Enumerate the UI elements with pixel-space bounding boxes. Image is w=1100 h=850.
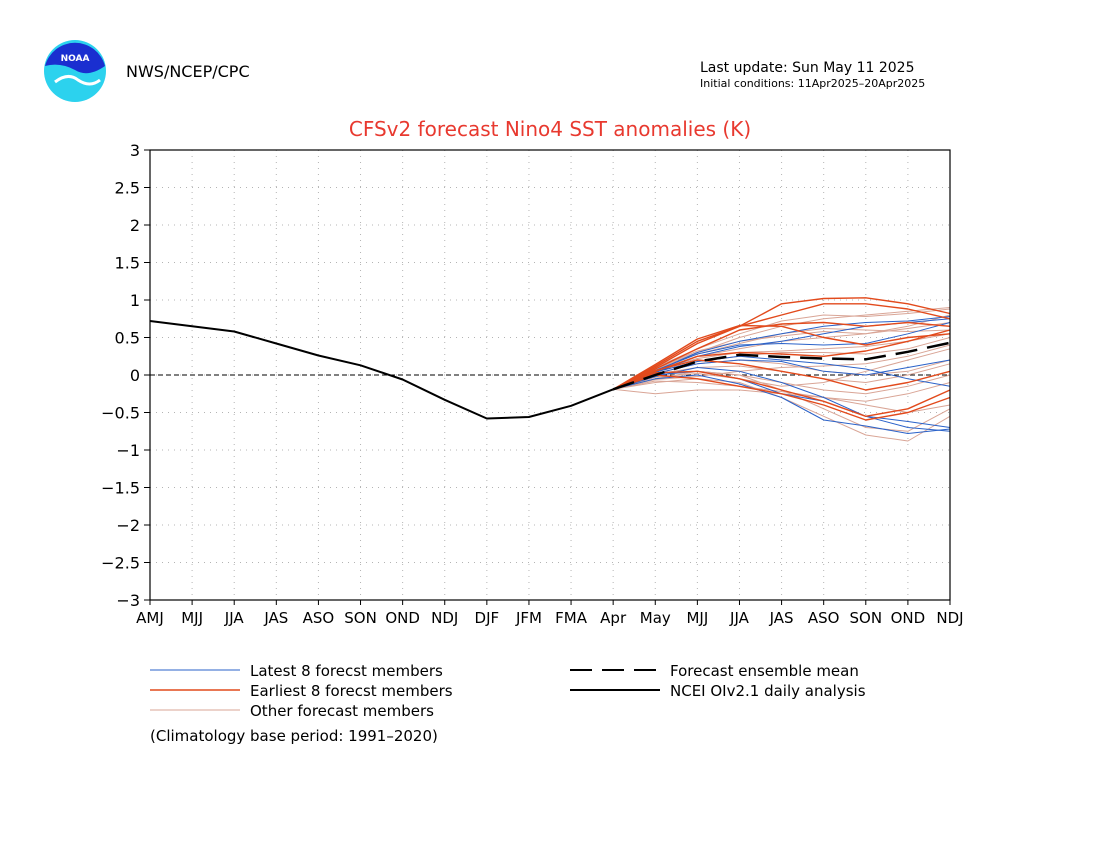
x-tick-label: FMA <box>555 609 588 627</box>
series-layer <box>149 297 951 442</box>
noaa-logo-top-shape <box>45 42 105 74</box>
x-tick-label: MJJ <box>181 609 203 627</box>
x-tick-label: ASO <box>808 609 840 627</box>
x-tick-label: DJF <box>475 609 500 627</box>
latest-member-line <box>613 355 951 390</box>
y-tick-label: 0.5 <box>115 329 140 348</box>
x-tick-label: May <box>640 609 671 627</box>
x-tick-label: JJA <box>224 609 245 627</box>
legend: Latest 8 forecst members Earliest 8 fore… <box>150 662 866 745</box>
earliest-member-line <box>612 297 951 390</box>
y-tick-label: −1.5 <box>101 479 140 498</box>
legend-latest-label: Latest 8 forecst members <box>250 662 443 680</box>
x-axis: AMJ MJJ JJA JAS ASO SON OND NDJ DJF JFM FMA Apr May M… <box>136 600 964 627</box>
initial-conditions: Initial conditions: 11Apr2025–20Apr2025 <box>700 77 925 90</box>
earliest-member-line <box>612 303 951 390</box>
x-tick-label: ASO <box>303 609 335 627</box>
y-axis: 3 2.5 2 1.5 1 0.5 0 −0.5 −1 −1.5 −2 −2.5 −3 <box>101 141 150 610</box>
earliest-member-line <box>612 321 951 390</box>
x-tick-label: NDJ <box>936 609 963 627</box>
climatology-note: (Climatology base period: 1991–2020) <box>150 727 438 745</box>
x-tick-label: OND <box>891 609 926 627</box>
noaa-logo: NOAA <box>44 40 106 102</box>
legend-analysis-label: NCEI OIv2.1 daily analysis <box>670 682 866 700</box>
earliest-member-line <box>612 324 951 390</box>
x-tick-label: JFM <box>515 609 542 627</box>
latest-member-line <box>613 316 951 390</box>
y-tick-label: 2 <box>130 216 140 235</box>
noaa-logo-text: NOAA <box>61 54 90 64</box>
x-tick-label: MJJ <box>686 609 708 627</box>
y-tick-label: 2.5 <box>115 179 140 198</box>
last-update: Last update: Sun May 11 2025 <box>700 60 914 76</box>
y-tick-label: 0 <box>130 366 140 385</box>
x-tick-label: SON <box>850 609 883 627</box>
x-tick-label: Apr <box>600 609 627 627</box>
x-tick-label: JJA <box>729 609 750 627</box>
y-tick-label: −2.5 <box>101 554 140 573</box>
other-member-line <box>613 344 951 390</box>
y-tick-label: −1 <box>116 441 140 460</box>
ensemble-mean-line <box>612 341 951 391</box>
x-tick-label: NDJ <box>431 609 458 627</box>
x-tick-label: JAS <box>263 609 288 627</box>
y-tick-label: −0.5 <box>101 404 140 423</box>
legend-other-label: Other forecast members <box>250 702 434 720</box>
y-tick-label: 1.5 <box>115 254 140 273</box>
org-label: NWS/NCEP/CPC <box>126 62 250 81</box>
y-tick-label: 1 <box>130 291 140 310</box>
latest-member-line <box>613 359 951 390</box>
chart-title: CFSv2 forecast Nino4 SST anomalies (K) <box>349 117 751 141</box>
y-tick-label: 3 <box>130 141 140 160</box>
legend-mean-label: Forecast ensemble mean <box>670 662 859 680</box>
x-tick-label: OND <box>385 609 420 627</box>
analysis-line <box>149 320 614 420</box>
latest-member-line <box>613 374 951 434</box>
noaa-logo-wave <box>54 75 101 86</box>
latest-member-line <box>613 370 951 428</box>
y-tick-label: −2 <box>116 516 140 535</box>
other-member-line <box>613 380 951 402</box>
y-tick-label: −3 <box>116 591 140 610</box>
x-tick-label: JAS <box>769 609 794 627</box>
other-member-line <box>612 308 951 390</box>
x-tick-label: SON <box>344 609 377 627</box>
earliest-member-line <box>612 359 951 391</box>
other-member-line <box>613 388 951 413</box>
earliest-member-line <box>612 370 951 417</box>
other-member-line <box>613 370 951 432</box>
x-tick-label: AMJ <box>136 609 164 627</box>
legend-earliest-label: Earliest 8 forecst members <box>250 682 453 700</box>
earliest-member-line <box>612 374 951 421</box>
